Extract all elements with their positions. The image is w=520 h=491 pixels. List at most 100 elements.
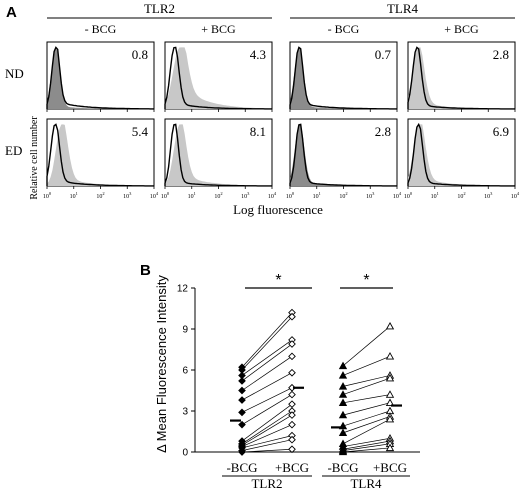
category-label: +BCG	[373, 460, 407, 475]
y-tick-label: 3	[182, 407, 188, 418]
condition-header: - BCG	[328, 22, 360, 36]
group-header-tlr2: TLR2	[144, 1, 175, 16]
data-point	[338, 361, 348, 370]
pair-line	[241, 387, 293, 413]
pair-line	[342, 325, 391, 367]
data-point	[238, 377, 246, 385]
data-point	[385, 390, 395, 398]
x-tick-label: 103	[241, 191, 250, 200]
category-label: -BCG	[226, 460, 257, 475]
histogram-frame	[289, 41, 398, 110]
pair-line	[342, 410, 391, 427]
x-tick-label: 104	[393, 191, 402, 200]
data-point	[288, 411, 296, 419]
data-point	[288, 400, 296, 409]
histogram-outline	[407, 122, 515, 187]
data-point	[288, 312, 296, 321]
histogram-panel: 0.7	[289, 41, 398, 112]
histogram-panel: 2.8	[407, 41, 516, 112]
category-label: -BCG	[327, 460, 358, 475]
panel-a-xlabel: Log fluorescence	[233, 202, 323, 217]
y-tick-label: 6	[182, 366, 188, 377]
panel-b-label: B	[140, 262, 151, 279]
histogram-outline	[46, 123, 154, 187]
data-point	[385, 321, 395, 330]
histogram-value: 0.7	[375, 47, 392, 62]
data-point	[288, 435, 296, 444]
x-tick-label: 101	[188, 191, 196, 200]
pair-line	[241, 312, 293, 368]
x-tick-label: 100	[286, 191, 295, 200]
data-point	[385, 352, 395, 360]
y-tick-label: 9	[182, 325, 188, 336]
histogram-outline	[289, 46, 397, 110]
group-header-tlr4: TLR4	[387, 1, 419, 16]
histogram-panel: 4.3	[164, 41, 273, 112]
data-point	[288, 352, 296, 361]
x-tick-label: 101	[313, 191, 321, 200]
data-point	[338, 398, 348, 406]
x-tick-label: 100	[43, 191, 52, 200]
pair-line	[241, 424, 293, 447]
pair-line	[241, 414, 293, 446]
row-label-nd: ND	[5, 66, 24, 81]
histogram-value: 5.4	[132, 124, 149, 139]
pair-line	[342, 416, 391, 434]
data-point	[238, 448, 246, 456]
data-point	[385, 414, 395, 423]
significance-star: *	[363, 272, 369, 289]
series-tlr2	[230, 308, 304, 456]
data-point	[238, 386, 246, 395]
pair-line	[342, 377, 391, 395]
histogram-value: 4.3	[250, 47, 266, 62]
x-tick-label: 101	[70, 191, 78, 200]
data-point	[238, 408, 246, 417]
x-tick-label: 102	[214, 191, 222, 200]
data-point	[385, 398, 395, 406]
pair-line	[241, 435, 293, 449]
panel-b-ylabel: Δ Mean Fluorescence Intensity	[154, 275, 169, 453]
histogram-filled	[47, 124, 154, 186]
histogram-panel: 0.8	[46, 41, 155, 112]
histogram-filled	[408, 124, 515, 186]
x-tick-label: 103	[484, 191, 493, 200]
histogram-frame	[46, 41, 155, 110]
data-point	[338, 390, 348, 398]
histogram-filled	[165, 124, 272, 186]
data-point	[288, 445, 296, 454]
category-label: +BCG	[275, 460, 309, 475]
x-tick-label: 100	[161, 191, 170, 200]
histogram-value: 8.1	[250, 124, 266, 139]
condition-header: + BCG	[201, 22, 236, 36]
x-tick-label: 102	[339, 191, 347, 200]
panel-a-ylabel: Relative cell number	[29, 116, 40, 200]
pair-line	[241, 339, 293, 376]
x-tick-label: 102	[96, 191, 104, 200]
group-label: TLR2	[251, 476, 282, 491]
histogram-filled	[290, 124, 397, 186]
pair-line	[241, 343, 293, 382]
x-tick-label: 104	[150, 191, 159, 200]
significance-star: *	[275, 272, 281, 289]
data-point	[238, 396, 246, 404]
x-tick-label: 104	[511, 191, 520, 200]
data-point	[288, 340, 296, 348]
pair-line	[241, 372, 293, 401]
x-tick-label: 102	[457, 191, 465, 200]
x-tick-label: 103	[366, 191, 375, 200]
data-point	[338, 447, 348, 456]
pair-line	[342, 418, 391, 445]
condition-header: - BCG	[85, 22, 117, 36]
x-tick-label: 104	[268, 191, 277, 200]
pair-line	[342, 437, 391, 447]
histogram-value: 2.8	[493, 47, 509, 62]
x-tick-label: 101	[431, 191, 439, 200]
pair-line	[241, 394, 293, 425]
histogram-filled	[165, 47, 272, 109]
pair-line	[342, 447, 391, 453]
x-tick-label: 103	[123, 191, 132, 200]
pair-line	[342, 375, 391, 387]
histogram-value: 2.8	[375, 124, 391, 139]
y-tick-label: 0	[182, 448, 188, 459]
